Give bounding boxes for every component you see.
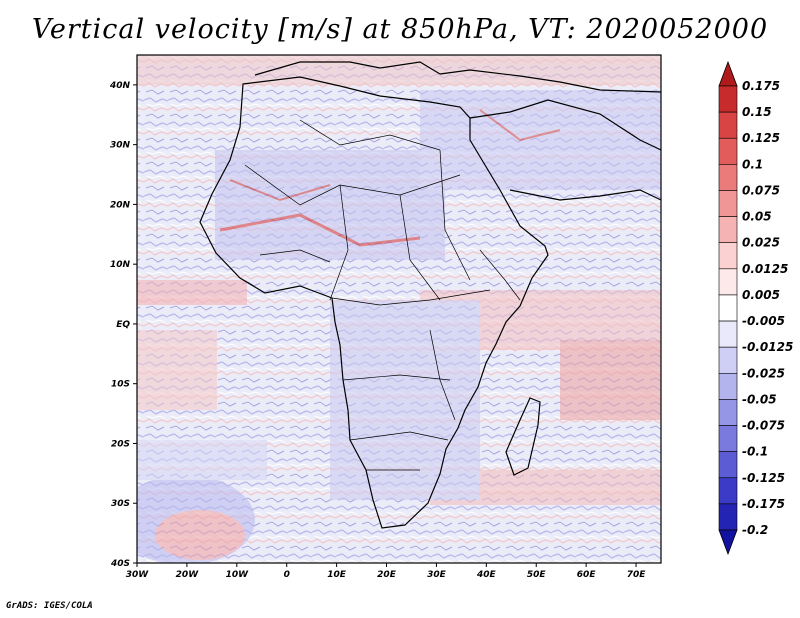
colorbar-label: 0.005 (742, 288, 780, 302)
colorbar-swatch (718, 320, 738, 348)
colorbar-label: -0.05 (742, 392, 777, 406)
colorbar-label: -0.005 (742, 314, 785, 328)
colorbar-label: -0.0125 (742, 340, 793, 354)
colorbar-label: 0.125 (742, 131, 780, 145)
colorbar-swatch (718, 425, 738, 452)
colorbar-swatch (718, 477, 738, 505)
colorbar-swatch (718, 346, 738, 374)
lon-tick-label: 10W (226, 570, 250, 580)
colorbar-label: 0.15 (742, 105, 772, 119)
lat-tick-label: 40N (109, 81, 131, 91)
colorbar-swatch (718, 216, 738, 244)
colorbar-swatch (718, 294, 738, 322)
colorbar-label: -0.2 (742, 523, 768, 537)
lat-tick-label: 20N (110, 200, 131, 210)
colorbar-swatch (718, 137, 738, 165)
lon-tick-label: 0 (284, 570, 290, 580)
colorbar-swatch (718, 85, 738, 113)
lon-tick-label: 40E (476, 570, 497, 580)
colorbar-label: -0.1 (742, 445, 768, 459)
lon-tick-label: 70E (627, 570, 647, 580)
lon-tick-label: 10E (327, 570, 347, 580)
colorbar-label: 0.075 (742, 183, 780, 197)
colorbar-swatch (718, 399, 738, 426)
lon-tick-label: 50E (527, 570, 547, 580)
colorbar-label: -0.075 (742, 419, 785, 433)
colorbar-label: 0.175 (742, 79, 780, 93)
lat-tick-label: 40S (110, 559, 130, 569)
velocity-field (137, 55, 661, 563)
colorbar-min-arrow (718, 529, 738, 556)
map-frame (136, 54, 662, 564)
colorbar-swatch (718, 503, 738, 531)
lat-tick-label: EQ (116, 320, 130, 330)
colorbar-label: 0.0125 (742, 262, 788, 276)
colorbar-label: -0.025 (742, 366, 785, 380)
lat-tick-label: 20S (111, 439, 130, 449)
colorbar-label: 0.1 (742, 157, 763, 171)
lon-tick-label: 20E (377, 570, 397, 580)
colorbar-swatch (718, 451, 738, 479)
lon-tick-label: 30E (427, 570, 447, 580)
lat-tick-label: 10S (111, 380, 130, 390)
lat-tick-label: 10N (110, 260, 131, 270)
lon-tick-label: 20W (176, 570, 200, 580)
colorbar-swatch (718, 268, 738, 296)
coastlines (199, 61, 661, 529)
colorbar-swatch (718, 242, 738, 270)
longitude-axis: 30W 20W 10W 0 10E 20E 30E 40E 50E 60E 70E (126, 563, 646, 580)
lon-tick-label: 60E (577, 570, 597, 580)
country-borders (244, 119, 521, 471)
lon-tick-label: 30W (126, 570, 150, 580)
map-title: Vertical velocity [m/s] at 850hPa, VT: 2… (31, 14, 769, 45)
latitude-axis: 40N 30N 20N 10N EQ 10S 20S 30S 40S (109, 81, 137, 569)
colorbar-swatch (718, 111, 738, 139)
colorbar-label: 0.05 (742, 210, 772, 224)
colorbar: 0.175 0.15 0.125 0.1 0.075 0.05 0.025 0.0125 0.0… (718, 60, 793, 556)
colorbar-swatch (718, 190, 738, 217)
grads-credit: GrADS: IGES/COLA (6, 601, 93, 611)
lat-tick-label: 30N (110, 141, 131, 151)
colorbar-label: -0.175 (742, 497, 785, 511)
colorbar-label: -0.125 (742, 471, 785, 485)
colorbar-swatch (718, 164, 738, 191)
colorbar-swatch (718, 372, 738, 400)
colorbar-max-arrow (718, 60, 738, 87)
colorbar-label: 0.025 (742, 236, 780, 250)
lat-tick-label: 30S (111, 499, 130, 509)
